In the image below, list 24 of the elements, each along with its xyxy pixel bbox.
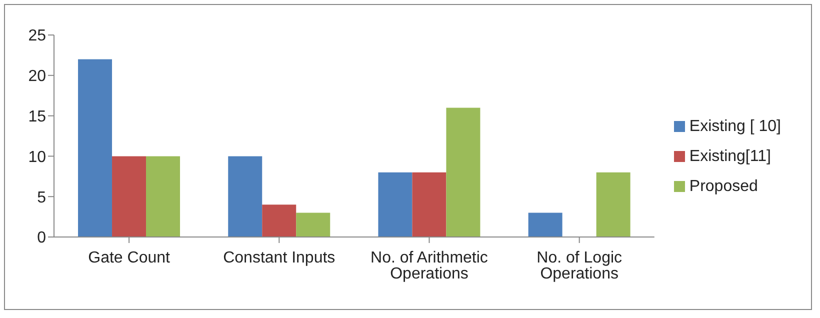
y-tick-label: 0 [37,230,46,247]
bar [446,108,480,237]
x-tick-label: Constant Inputs [223,249,336,266]
y-tick-label: 20 [28,68,46,86]
bar [112,156,146,237]
y-tick-label: 5 [37,189,46,206]
bar [78,59,112,237]
y-tick-label: 15 [28,108,46,126]
bar [296,212,330,237]
bar [596,172,630,237]
y-tick-label: 10 [28,148,46,166]
legend-label: Existing [ 10] [689,118,781,135]
y-tick-label: 25 [28,28,46,45]
bar [412,172,446,237]
bar [228,156,262,237]
x-tick-label: Gate Count [88,249,171,266]
bar [262,204,296,237]
legend-label: Proposed [689,178,758,195]
bar [146,156,180,237]
bar [378,172,412,237]
legend-label: Existing[11] [689,148,771,165]
x-tick-label: No. of Logic Operations [536,249,622,282]
x-tick-label: No. of Arithmetic Operations [370,249,488,282]
bar [528,212,562,237]
